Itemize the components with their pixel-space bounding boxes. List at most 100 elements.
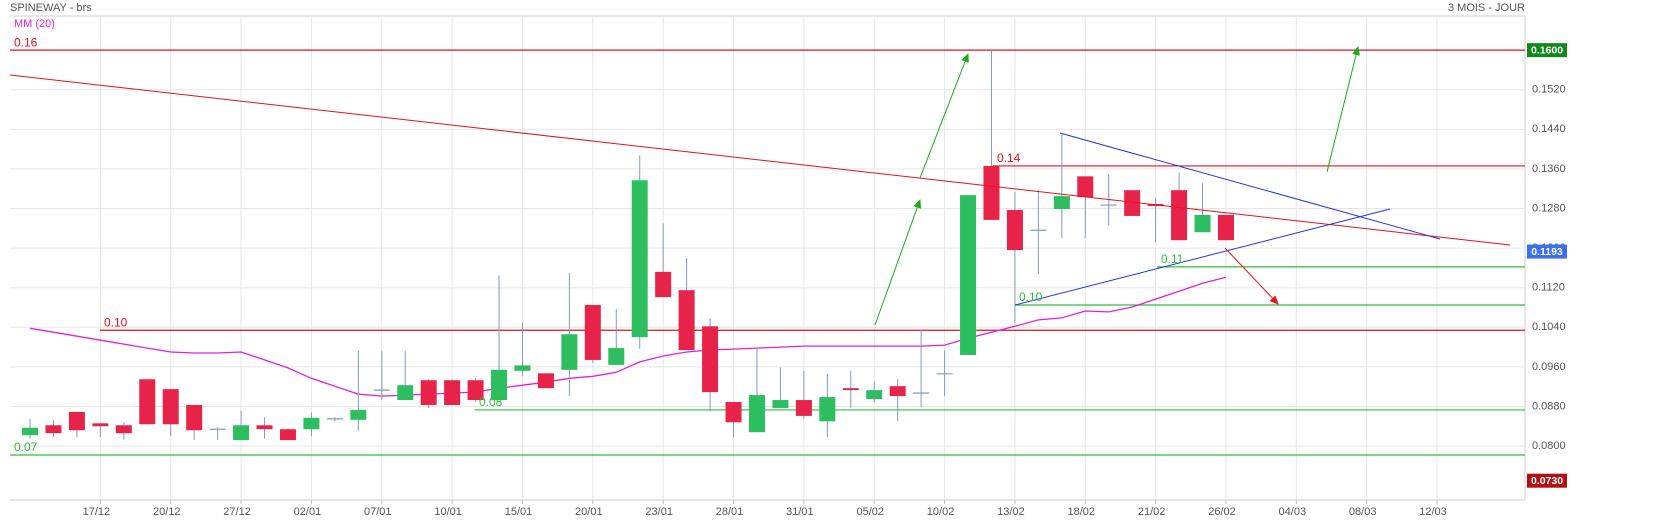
candle-body (279, 429, 296, 441)
candle-body (795, 400, 812, 416)
y-tick-label: 0.0960 (1532, 361, 1566, 373)
price-tag (1527, 43, 1567, 58)
price-tag (1527, 244, 1567, 259)
level-label: 0.08 (479, 395, 503, 409)
x-tick-label: 17/12 (83, 506, 111, 518)
candle-body (702, 326, 719, 393)
candle-body (561, 334, 578, 370)
x-tick-label: 20/01 (575, 506, 603, 518)
trend-line (9, 74, 1511, 246)
candle-body (608, 348, 625, 365)
level-label: 0.14 (997, 151, 1021, 165)
y-tick-label: 0.1040 (1532, 321, 1566, 333)
price-tag-label: 0.0730 (1531, 475, 1563, 487)
arrow (1224, 247, 1279, 305)
candle-body (45, 425, 62, 434)
y-tick-label: 0.1520 (1532, 84, 1566, 96)
x-tick-label: 15/01 (505, 506, 533, 518)
candle-body (960, 195, 977, 355)
x-tick-label: 10/01 (434, 506, 462, 518)
candle-body (444, 380, 461, 405)
candle-body (678, 290, 695, 351)
candle-body (22, 427, 39, 436)
candle-body (655, 271, 672, 298)
plot (10, 16, 1525, 504)
candle-body (889, 386, 906, 397)
level-label: 0.10 (104, 315, 128, 329)
x-tick-label: 10/02 (927, 506, 955, 518)
level-label: 0.11 (1161, 252, 1184, 266)
candle-body (748, 395, 765, 433)
x-tick-label: 13/02 (997, 506, 1025, 518)
drawings (9, 46, 1511, 326)
candle-body (819, 397, 836, 422)
candle-body (1053, 196, 1070, 210)
candle-body (514, 365, 531, 371)
candle-body (350, 409, 367, 420)
candle-body (1171, 190, 1188, 241)
chart-title: SPINEWAY - brs (10, 2, 92, 14)
level-label: 0.16 (14, 35, 38, 49)
candle-body (256, 425, 273, 430)
price-tag-label: 0.1193 (1531, 246, 1563, 258)
x-tick-label: 05/02 (856, 506, 884, 518)
candle-body (866, 390, 883, 400)
y-tick-label: 0.0880 (1532, 400, 1566, 412)
candle-body (1194, 214, 1211, 233)
trend-line (1014, 208, 1391, 306)
price-tag-label: 0.1600 (1531, 44, 1563, 56)
y-tick-label: 0.1280 (1532, 202, 1566, 214)
x-tick-label: 04/03 (1279, 506, 1307, 518)
candle-body (1077, 176, 1094, 198)
candle-body (162, 389, 179, 425)
level-label: 0.10 (1019, 290, 1043, 304)
level-label: 0.07 (14, 440, 38, 454)
y-tick-label: 0.0800 (1532, 440, 1566, 452)
candle-body (139, 379, 156, 425)
candle-body (1217, 214, 1234, 241)
arrow (919, 53, 969, 179)
candle-body (1124, 190, 1141, 216)
candle-body (772, 400, 789, 408)
x-tick-label: 21/02 (1138, 506, 1166, 518)
candle-body (115, 425, 132, 434)
x-tick-label: 23/01 (645, 506, 673, 518)
moving-average-line (29, 276, 1227, 397)
candle-body (233, 425, 250, 441)
y-tick-label: 0.1440 (1532, 123, 1566, 135)
candle-body (303, 417, 320, 430)
candle-body (68, 411, 85, 431)
x-tick-label: 02/01 (294, 506, 322, 518)
candle-body (92, 423, 109, 427)
y-tick-label: 0.1360 (1532, 163, 1566, 175)
x-tick-label: 18/02 (1068, 506, 1096, 518)
x-tick-label: 07/01 (364, 506, 392, 518)
candle-body (467, 380, 484, 401)
x-tick-label: 08/03 (1349, 506, 1377, 518)
candle-body (397, 385, 414, 401)
x-tick-label: 20/12 (153, 506, 181, 518)
candle-body (537, 373, 554, 389)
x-tick-label: 26/02 (1208, 506, 1236, 518)
candle-body (491, 369, 508, 401)
arrow (1326, 46, 1360, 173)
price-tag (1527, 473, 1567, 488)
y-tick-label: 0.1120 (1532, 282, 1565, 294)
x-tick-label: 31/01 (786, 506, 814, 518)
arrow (874, 199, 922, 326)
candle-body (420, 380, 437, 405)
x-tick-label: 27/12 (223, 506, 251, 518)
candle-body (584, 305, 601, 360)
legend-entry: MM (20) (14, 18, 55, 30)
candle-body (631, 180, 648, 338)
candle-body (842, 388, 859, 391)
candle-body (983, 165, 1000, 220)
x-tick-label: 12/03 (1419, 506, 1447, 518)
x-tick-label: 28/01 (716, 506, 744, 518)
candle-body (186, 404, 203, 431)
trend-line (1059, 132, 1441, 240)
candle-body (725, 402, 742, 423)
candle-body (1006, 209, 1023, 251)
chart-subtitle: 3 MOIS - JOUR (1448, 2, 1525, 14)
